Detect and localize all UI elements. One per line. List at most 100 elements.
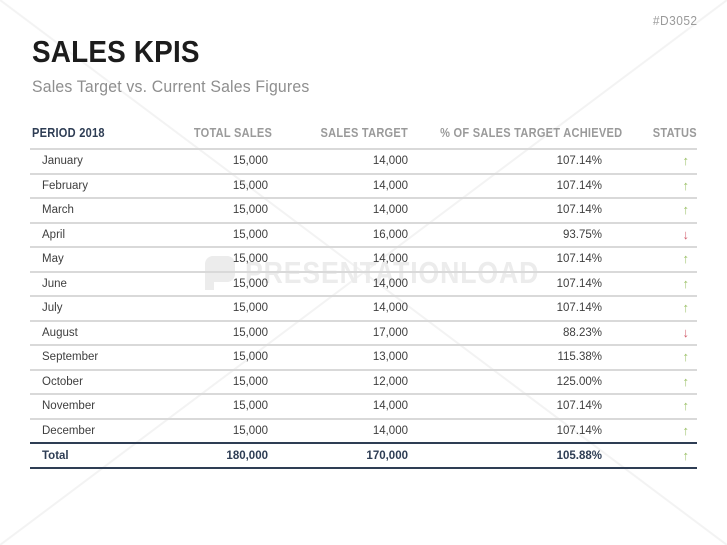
period-cell: November xyxy=(30,393,180,419)
pct-achieved-cell: 107.14% xyxy=(408,172,602,198)
up-arrow-icon: ↑ xyxy=(682,177,690,193)
total-row: Total 180,000 170,000 105.88% ↑ xyxy=(30,442,697,469)
total-sales-cell: 15,000 xyxy=(180,270,268,296)
period-cell: July xyxy=(30,295,180,321)
total-sales-cell: 15,000 xyxy=(180,221,268,247)
period-cell: May xyxy=(30,246,180,272)
sales-target-cell: 14,000 xyxy=(268,270,408,296)
sales-target-cell: 14,000 xyxy=(268,417,408,443)
column-header-status: STATUS xyxy=(652,125,697,140)
pct-achieved-cell: 107.14% xyxy=(408,295,602,321)
sales-target-cell: 14,000 xyxy=(268,246,408,272)
total-sales-cell: 15,000 xyxy=(180,148,268,174)
up-arrow-icon: ↑ xyxy=(682,422,690,438)
page-title: SALES KPIS xyxy=(32,34,200,69)
table-row: March 15,000 14,000 107.14% ↑ xyxy=(30,197,697,223)
table-row: November 15,000 14,000 107.14% ↑ xyxy=(30,393,697,419)
period-cell: April xyxy=(30,221,180,247)
total-status-cell: ↑ xyxy=(602,442,697,469)
status-cell: ↑ xyxy=(602,344,697,370)
sales-target-cell: 14,000 xyxy=(268,393,408,419)
table-row: June 15,000 14,000 107.14% ↑ xyxy=(30,270,697,296)
total-sales-cell: 15,000 xyxy=(180,319,268,345)
pct-achieved-cell: 93.75% xyxy=(408,221,602,247)
sales-target-cell: 13,000 xyxy=(268,344,408,370)
status-cell: ↑ xyxy=(602,172,697,198)
status-cell: ↑ xyxy=(602,148,697,174)
status-cell: ↑ xyxy=(602,368,697,394)
total-sales-cell: 15,000 xyxy=(180,246,268,272)
down-arrow-icon: ↓ xyxy=(682,324,690,340)
sales-target-cell: 17,000 xyxy=(268,319,408,345)
down-arrow-icon: ↓ xyxy=(682,226,690,242)
total-label-cell: Total xyxy=(30,442,180,469)
pct-achieved-cell: 107.14% xyxy=(408,270,602,296)
pct-achieved-cell: 125.00% xyxy=(408,368,602,394)
sales-kpi-table: PERIOD 2018 TOTAL SALES SALES TARGET % O… xyxy=(30,112,697,469)
table-row: October 15,000 12,000 125.00% ↑ xyxy=(30,368,697,394)
period-cell: January xyxy=(30,148,180,174)
pct-achieved-cell: 107.14% xyxy=(408,197,602,223)
column-header-total-sales: TOTAL SALES xyxy=(193,125,273,140)
pct-achieved-cell: 115.38% xyxy=(408,344,602,370)
header-row: PERIOD 2018 TOTAL SALES SALES TARGET % O… xyxy=(30,112,697,149)
sales-target-cell: 14,000 xyxy=(268,197,408,223)
up-arrow-icon: ↑ xyxy=(682,275,690,291)
pct-achieved-cell: 88.23% xyxy=(408,319,602,345)
status-cell: ↑ xyxy=(602,270,697,296)
status-cell: ↑ xyxy=(602,417,697,443)
total-pct-cell: 105.88% xyxy=(408,442,602,469)
status-cell: ↑ xyxy=(602,295,697,321)
total-sales-cell: 15,000 xyxy=(180,197,268,223)
pct-achieved-cell: 107.14% xyxy=(408,417,602,443)
period-cell: December xyxy=(30,417,180,443)
sales-target-cell: 14,000 xyxy=(268,148,408,174)
status-cell: ↑ xyxy=(602,246,697,272)
product-code: #D3052 xyxy=(653,13,698,28)
pct-achieved-cell: 107.14% xyxy=(408,246,602,272)
table-row: September 15,000 13,000 115.38% ↑ xyxy=(30,344,697,370)
total-sales-cell: 180,000 xyxy=(180,442,268,469)
pct-achieved-cell: 107.14% xyxy=(408,148,602,174)
column-header-period: PERIOD 2018 xyxy=(32,125,105,140)
table-row: May 15,000 14,000 107.14% ↑ xyxy=(30,246,697,272)
total-sales-cell: 15,000 xyxy=(180,295,268,321)
period-cell: September xyxy=(30,344,180,370)
total-sales-cell: 15,000 xyxy=(180,368,268,394)
period-cell: August xyxy=(30,319,180,345)
table-body: January 15,000 14,000 107.14% ↑ February… xyxy=(30,148,697,443)
total-target-cell: 170,000 xyxy=(268,442,408,469)
sales-target-cell: 16,000 xyxy=(268,221,408,247)
total-sales-cell: 15,000 xyxy=(180,172,268,198)
status-cell: ↓ xyxy=(602,319,697,345)
up-arrow-icon: ↑ xyxy=(682,251,690,267)
period-cell: February xyxy=(30,172,180,198)
up-arrow-icon: ↑ xyxy=(682,202,690,218)
table-row: February 15,000 14,000 107.14% ↑ xyxy=(30,172,697,198)
status-cell: ↓ xyxy=(602,221,697,247)
up-arrow-icon: ↑ xyxy=(682,349,690,365)
table-row: December 15,000 14,000 107.14% ↑ xyxy=(30,417,697,443)
up-arrow-icon: ↑ xyxy=(682,373,690,389)
up-arrow-icon: ↑ xyxy=(682,447,690,463)
total-sales-cell: 15,000 xyxy=(180,344,268,370)
sales-target-cell: 14,000 xyxy=(268,295,408,321)
pct-achieved-cell: 107.14% xyxy=(408,393,602,419)
period-cell: October xyxy=(30,368,180,394)
period-cell: March xyxy=(30,197,180,223)
sales-target-cell: 12,000 xyxy=(268,368,408,394)
table-row: April 15,000 16,000 93.75% ↓ xyxy=(30,221,697,247)
up-arrow-icon: ↑ xyxy=(682,300,690,316)
total-sales-cell: 15,000 xyxy=(180,417,268,443)
up-arrow-icon: ↑ xyxy=(682,153,690,169)
page-subtitle: Sales Target vs. Current Sales Figures xyxy=(32,77,310,96)
column-header-pct-achieved: % OF SALES TARGET ACHIEVED xyxy=(440,125,623,140)
total-sales-cell: 15,000 xyxy=(180,393,268,419)
sales-target-cell: 14,000 xyxy=(268,172,408,198)
status-cell: ↑ xyxy=(602,197,697,223)
status-cell: ↑ xyxy=(602,393,697,419)
up-arrow-icon: ↑ xyxy=(682,398,690,414)
column-header-sales-target: SALES TARGET xyxy=(320,125,408,140)
table-row: January 15,000 14,000 107.14% ↑ xyxy=(30,148,697,174)
